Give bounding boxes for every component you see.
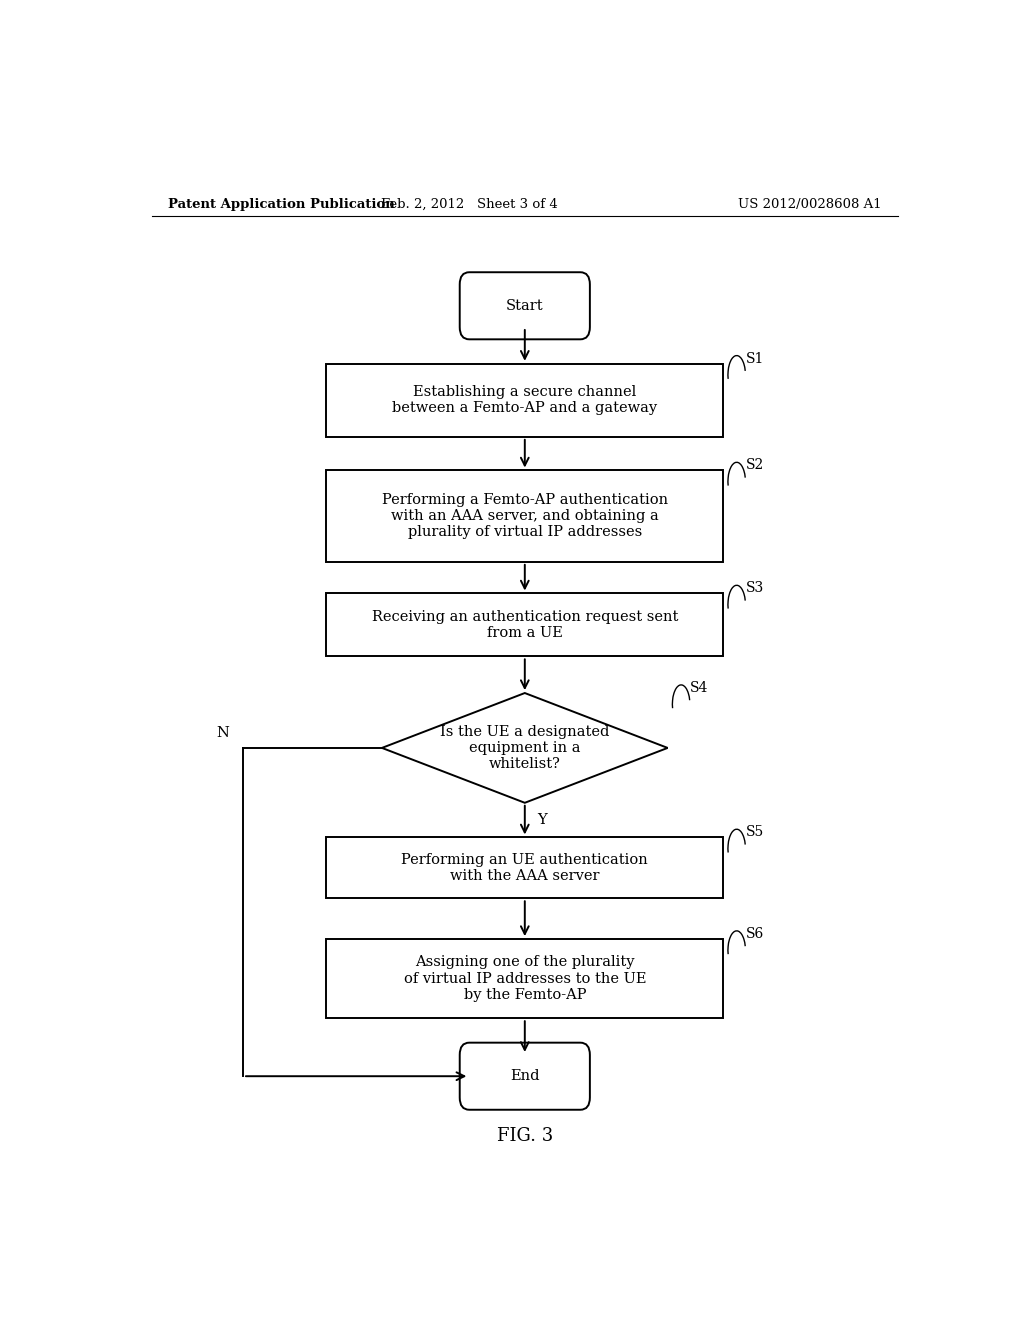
Text: S4: S4 bbox=[690, 681, 709, 694]
Text: US 2012/0028608 A1: US 2012/0028608 A1 bbox=[738, 198, 882, 211]
Text: Performing an UE authentication
with the AAA server: Performing an UE authentication with the… bbox=[401, 853, 648, 883]
Text: Y: Y bbox=[537, 813, 547, 828]
Text: Assigning one of the plurality
of virtual IP addresses to the UE
by the Femto-AP: Assigning one of the plurality of virtua… bbox=[403, 956, 646, 1002]
Text: Performing a Femto-AP authentication
with an AAA server, and obtaining a
plurali: Performing a Femto-AP authentication wit… bbox=[382, 492, 668, 540]
FancyBboxPatch shape bbox=[460, 272, 590, 339]
Text: Patent Application Publication: Patent Application Publication bbox=[168, 198, 394, 211]
Text: End: End bbox=[510, 1069, 540, 1084]
Text: S6: S6 bbox=[745, 927, 764, 941]
FancyBboxPatch shape bbox=[460, 1043, 590, 1110]
Polygon shape bbox=[382, 693, 668, 803]
Bar bbox=[327, 939, 723, 1018]
Bar bbox=[327, 364, 723, 437]
Text: Feb. 2, 2012   Sheet 3 of 4: Feb. 2, 2012 Sheet 3 of 4 bbox=[381, 198, 558, 211]
Text: S3: S3 bbox=[745, 581, 764, 595]
Text: S2: S2 bbox=[745, 458, 764, 473]
Text: Establishing a secure channel
between a Femto-AP and a gateway: Establishing a secure channel between a … bbox=[392, 385, 657, 416]
Bar bbox=[327, 470, 723, 562]
Text: FIG. 3: FIG. 3 bbox=[497, 1127, 553, 1146]
Text: S5: S5 bbox=[745, 825, 764, 840]
Text: Is the UE a designated
equipment in a
whitelist?: Is the UE a designated equipment in a wh… bbox=[440, 725, 609, 771]
Text: S1: S1 bbox=[745, 351, 764, 366]
Text: Start: Start bbox=[506, 298, 544, 313]
Bar bbox=[327, 594, 723, 656]
Text: N: N bbox=[217, 726, 229, 739]
Text: Receiving an authentication request sent
from a UE: Receiving an authentication request sent… bbox=[372, 610, 678, 640]
Bar bbox=[327, 837, 723, 899]
